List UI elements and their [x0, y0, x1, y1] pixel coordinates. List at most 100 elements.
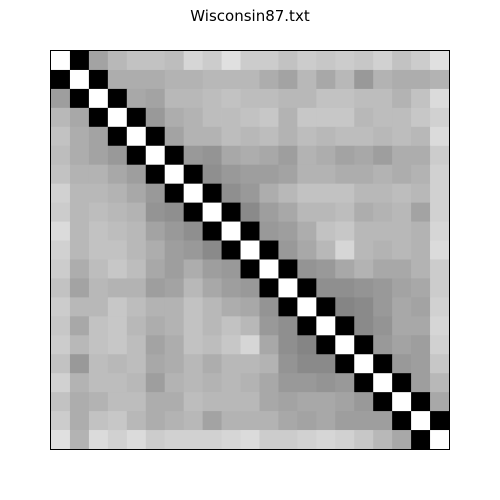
heatmap-cell	[335, 202, 355, 222]
heatmap-cell	[202, 164, 222, 185]
heatmap-cell	[107, 297, 128, 317]
heatmap-cell	[335, 297, 355, 317]
heatmap-cell	[278, 69, 298, 90]
heatmap-cell	[221, 259, 241, 279]
heatmap-cell	[430, 411, 450, 431]
heatmap-cell	[278, 126, 298, 147]
heatmap-cell	[278, 411, 298, 431]
heatmap-cell	[335, 335, 355, 355]
heatmap-cell	[316, 335, 336, 355]
heatmap-cell	[278, 183, 298, 204]
heatmap-cell	[354, 126, 374, 147]
heatmap-cell	[354, 51, 374, 71]
heatmap-cell	[164, 411, 185, 431]
heatmap-cell	[164, 145, 185, 166]
heatmap-cell	[354, 392, 374, 412]
heatmap-cell	[373, 145, 393, 166]
heatmap-cell	[164, 354, 185, 374]
heatmap-cell	[164, 335, 185, 355]
heatmap-cell	[392, 126, 412, 147]
heatmap-cell	[259, 297, 279, 317]
heatmap-cell	[297, 430, 317, 450]
heatmap-cell	[221, 411, 241, 431]
heatmap-cell	[316, 392, 336, 412]
heatmap-cell	[51, 145, 71, 166]
heatmap-cell	[430, 51, 450, 71]
heatmap-cell	[411, 69, 431, 90]
heatmap-cell	[392, 316, 412, 336]
heatmap-cell	[278, 297, 298, 317]
heatmap-cell	[392, 183, 412, 204]
heatmap-cell	[126, 278, 147, 298]
heatmap-cell	[202, 126, 222, 147]
heatmap-cell	[335, 51, 355, 71]
heatmap-cell	[278, 51, 298, 71]
heatmap-cell	[297, 240, 317, 260]
heatmap-cell	[126, 430, 147, 450]
heatmap-cell	[354, 164, 374, 185]
heatmap-cell	[373, 202, 393, 222]
heatmap-cell	[297, 126, 317, 147]
heatmap-cell	[164, 430, 185, 450]
heatmap-cell	[316, 259, 336, 279]
heatmap-cell	[126, 145, 147, 166]
heatmap-cell	[316, 183, 336, 204]
heatmap-cell	[259, 183, 279, 204]
heatmap-cell	[221, 51, 241, 71]
heatmap-cells	[51, 51, 450, 450]
heatmap-cell	[411, 354, 431, 374]
heatmap-cell	[373, 164, 393, 185]
heatmap-cell	[88, 430, 109, 450]
heatmap-cell	[69, 278, 90, 298]
heatmap-cell	[392, 430, 412, 450]
heatmap-cell	[240, 202, 260, 222]
heatmap-cell	[145, 88, 166, 109]
heatmap-cell	[183, 259, 204, 279]
heatmap-cell	[316, 221, 336, 241]
heatmap-cell	[126, 183, 147, 204]
heatmap-cell	[335, 278, 355, 298]
heatmap-cell	[392, 51, 412, 71]
heatmap-cell	[354, 430, 374, 450]
heatmap-cell	[51, 51, 71, 71]
heatmap-cell	[259, 88, 279, 109]
heatmap-cell	[183, 278, 204, 298]
heatmap-cell	[107, 107, 128, 128]
heatmap-cell	[145, 202, 166, 222]
heatmap-cell	[126, 88, 147, 109]
heatmap-cell	[354, 335, 374, 355]
heatmap-cell	[278, 202, 298, 222]
heatmap-cell	[316, 69, 336, 90]
heatmap-cell	[88, 297, 109, 317]
heatmap-cell	[278, 221, 298, 241]
heatmap-cell	[278, 316, 298, 336]
heatmap-cell	[354, 278, 374, 298]
heatmap-cell	[240, 126, 260, 147]
heatmap-cell	[316, 278, 336, 298]
heatmap-cell	[202, 202, 222, 222]
heatmap-cell	[335, 240, 355, 260]
heatmap-cell	[69, 183, 90, 204]
heatmap-cell	[373, 278, 393, 298]
heatmap-cell	[297, 278, 317, 298]
heatmap-cell	[145, 51, 166, 71]
heatmap-cell	[69, 164, 90, 185]
heatmap-cell	[373, 297, 393, 317]
heatmap-cell	[316, 145, 336, 166]
heatmap-cell	[430, 240, 450, 260]
heatmap-cell	[430, 259, 450, 279]
heatmap-cell	[202, 259, 222, 279]
heatmap-cell	[411, 51, 431, 71]
heatmap-cell	[164, 240, 185, 260]
heatmap-cell	[335, 373, 355, 393]
heatmap-cell	[107, 183, 128, 204]
heatmap-cell	[240, 221, 260, 241]
heatmap-cell	[316, 88, 336, 109]
heatmap-cell	[107, 164, 128, 185]
heatmap-cell	[221, 430, 241, 450]
heatmap-cell	[69, 392, 90, 412]
heatmap-cell	[430, 354, 450, 374]
heatmap-cell	[221, 335, 241, 355]
heatmap-cell	[335, 354, 355, 374]
